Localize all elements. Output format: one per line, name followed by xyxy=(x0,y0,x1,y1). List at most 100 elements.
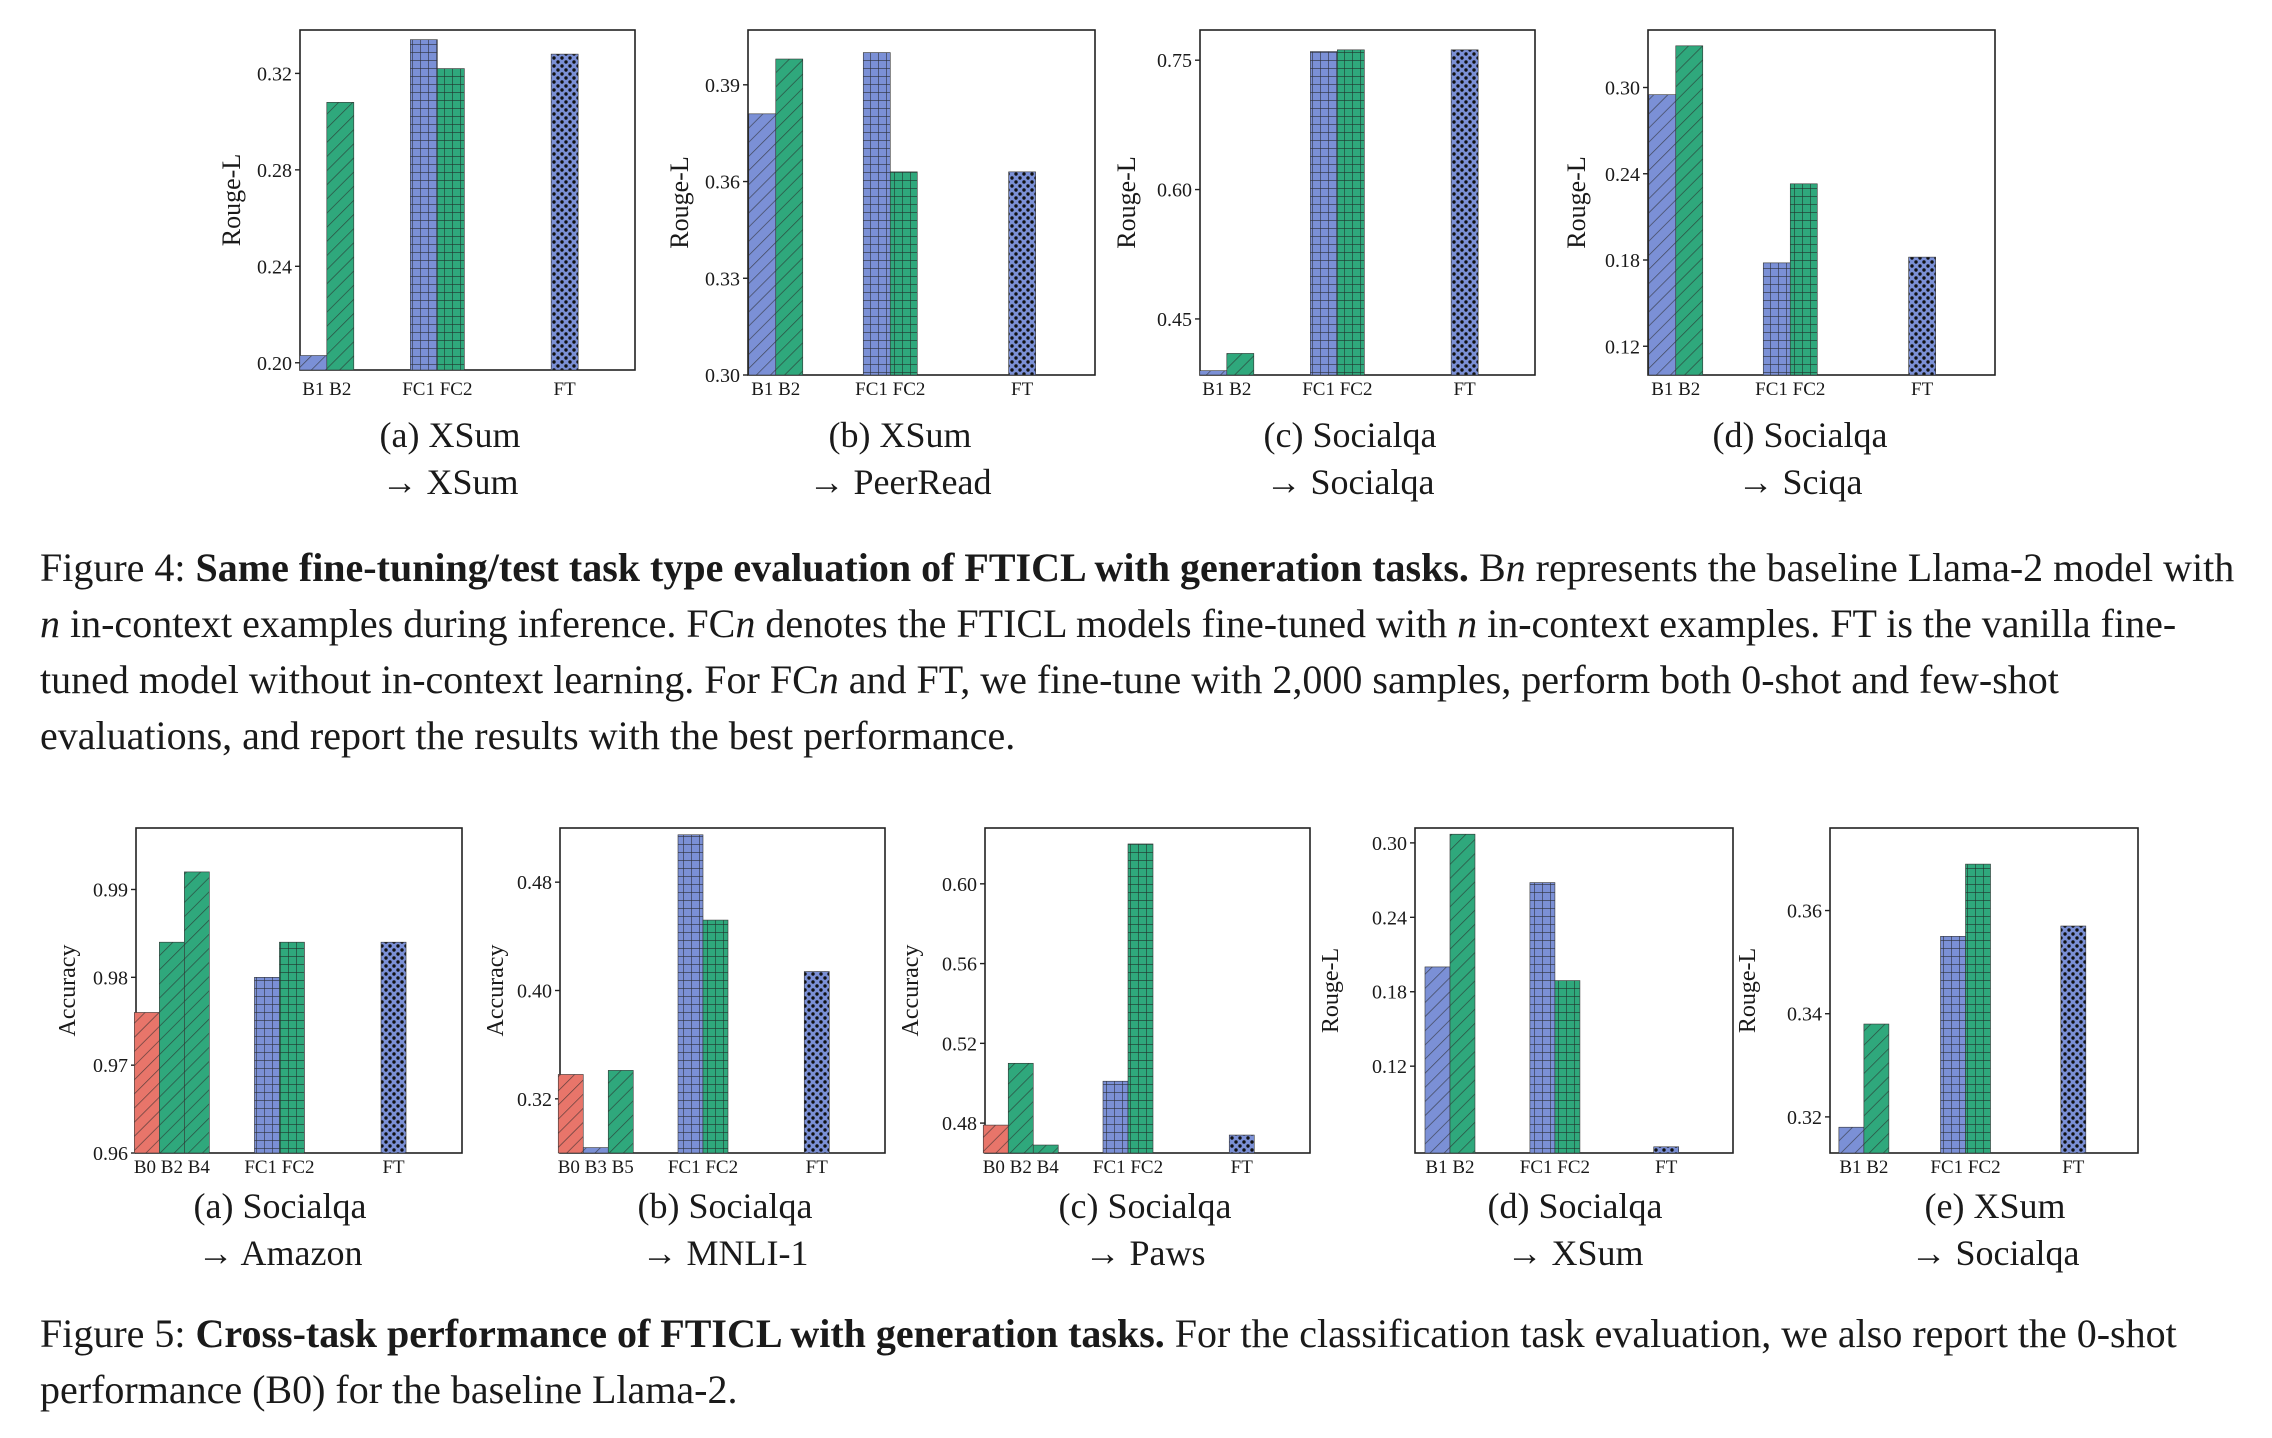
x-tick-label: FT xyxy=(806,1157,829,1178)
y-tick-label: 0.32 xyxy=(517,1089,552,1111)
y-tick-label: 0.96 xyxy=(93,1143,128,1165)
y-axis-label: Rouge-L xyxy=(665,156,694,248)
subcaption-line-1: (d) Socialqa xyxy=(1487,1186,1663,1226)
plot-frame xyxy=(299,29,636,371)
x-tick-label: FT xyxy=(2062,1157,2085,1178)
subcaption-line-1: (c) Socialqa xyxy=(1263,415,1437,455)
y-axis-label: Rouge-L xyxy=(1318,948,1344,1033)
y-tick-label: 0.24 xyxy=(1372,907,1407,929)
x-tick-label: FC1 FC2 xyxy=(244,1157,314,1178)
caption-text: For the classification task evaluation, … xyxy=(40,1311,2177,1412)
caption-label: Figure 5: xyxy=(40,1311,186,1356)
bar-FC1 xyxy=(1529,882,1556,1154)
bar-FC2 xyxy=(702,919,729,1154)
bar-FC1 xyxy=(410,39,438,371)
subcaption-fig4-c: (c) Socialqa → Socialqa xyxy=(1210,412,1490,506)
bar-FT xyxy=(1908,256,1936,376)
x-tick-label: B1 B2 xyxy=(751,379,800,400)
y-tick-label: 0.99 xyxy=(93,879,128,901)
bar-B2 xyxy=(1226,353,1255,376)
figure-4-caption: Figure 4: Same fine-tuning/test task typ… xyxy=(40,540,2240,764)
y-tick-label: 0.36 xyxy=(1787,901,1822,923)
subcaption-line-1: (b) Socialqa xyxy=(637,1186,813,1226)
bar-B4 xyxy=(1032,1144,1059,1154)
chart-fig5-b: 0.32 0.40 0.48 Accuracy B0 B3 B5 FC1 FC2 FT xyxy=(483,827,886,1178)
x-tick-label: B1 B2 xyxy=(1425,1157,1474,1178)
bar-FC1 xyxy=(862,52,891,376)
x-tick-label: B0 B3 B5 xyxy=(558,1157,634,1178)
bar-B0 xyxy=(982,1124,1009,1154)
subcaption-fig4-b: (b) XSum → PeerRead xyxy=(770,412,1030,506)
x-tick-label: B1 B2 xyxy=(1651,379,1700,400)
x-tick-label: B1 B2 xyxy=(1839,1157,1888,1178)
y-tick-label: 0.60 xyxy=(1157,180,1192,202)
bar-B0 xyxy=(134,1012,160,1154)
bar-B2 xyxy=(1863,1023,1890,1154)
y-tick-label: 0.32 xyxy=(257,63,292,85)
x-tick-label: FC1 FC2 xyxy=(1930,1157,2000,1178)
y-tick-label: 0.36 xyxy=(705,172,740,194)
chart-fig4-b: 0.30 0.33 0.36 0.39 Rouge-L B1 B2 FC1 FC2 FT xyxy=(665,29,1096,400)
figure-5-caption: Figure 5: Cross-task performance of FTIC… xyxy=(40,1306,2240,1418)
bar-FC1 xyxy=(677,834,704,1154)
chart-fig4-c: 0.45 0.60 0.75 Rouge-L B1 B2 FC1 FC2 FT xyxy=(1112,29,1536,400)
chart-fig4-d: 0.12 0.18 0.24 0.30 Rouge-L B1 B2 FC1 FC2 FT xyxy=(1562,29,1996,400)
y-tick-label: 0.24 xyxy=(1605,164,1640,186)
bar-FC2 xyxy=(1337,49,1365,376)
y-tick-label: 0.12 xyxy=(1605,336,1640,358)
bar-FT xyxy=(1228,1134,1255,1154)
bar-FC2 xyxy=(1965,863,1991,1154)
x-tick-label: B0 B2 B4 xyxy=(983,1157,1060,1178)
subcaption-fig4-a: (a) XSum → XSum xyxy=(330,412,570,506)
bar-B0 xyxy=(557,1074,584,1154)
subcaption-fig5-c: (c) Socialqa → Paws xyxy=(1005,1183,1285,1277)
y-tick-label: 0.48 xyxy=(517,872,552,894)
bar-B2 xyxy=(1449,833,1476,1154)
chart-fig5-a: 0.96 0.97 0.98 0.99 Accuracy B0 B2 B4 FC1 FC2 F… xyxy=(55,827,463,1178)
plot-frame xyxy=(1647,29,1996,376)
y-tick-label: 0.18 xyxy=(1605,250,1640,272)
bar-FT xyxy=(1008,171,1036,376)
y-tick-label: 0.24 xyxy=(257,256,292,278)
y-axis-label: Accuracy xyxy=(483,945,509,1037)
x-tick-label: FC1 FC2 xyxy=(1520,1157,1590,1178)
x-tick-label: FT xyxy=(1011,379,1034,400)
y-tick-label: 0.56 xyxy=(942,954,977,976)
x-tick-label: FT xyxy=(1655,1157,1678,1178)
bar-FT xyxy=(1450,49,1479,376)
subcaption-line-1: (e) XSum xyxy=(1924,1186,2066,1226)
y-tick-label: 0.18 xyxy=(1372,982,1407,1004)
bar-B1 xyxy=(1199,370,1228,376)
x-tick-label: B0 B2 B4 xyxy=(134,1157,211,1178)
y-tick-label: 0.20 xyxy=(257,353,292,375)
bar-B1 xyxy=(1838,1126,1865,1154)
bar-FC1 xyxy=(1310,51,1338,376)
bar-FC2 xyxy=(437,68,465,371)
bar-B4 xyxy=(184,871,210,1154)
subcaption-fig4-d: (d) Socialqa → Sciqa xyxy=(1660,412,1940,506)
subcaption-line-2: → Paws xyxy=(1084,1233,1206,1273)
bar-FC1 xyxy=(254,977,280,1154)
y-tick-label: 0.30 xyxy=(1372,833,1407,855)
chart-fig5-d: 0.12 0.18 0.24 0.30 Rouge-L B1 B2 FC1 FC2 FT xyxy=(1318,827,1734,1178)
x-tick-label: FT xyxy=(554,379,577,400)
subcaption-fig5-d: (d) Socialqa → XSum xyxy=(1435,1183,1715,1277)
subcaption-line-2: → Amazon xyxy=(197,1233,363,1273)
y-tick-label: 0.30 xyxy=(705,365,740,387)
subcaption-line-1: (b) XSum xyxy=(828,415,972,455)
y-tick-label: 0.52 xyxy=(942,1033,977,1055)
bar-B2 xyxy=(775,58,804,376)
x-tick-label: FC1 FC2 xyxy=(402,379,472,400)
caption-bold: Cross-task performance of FTICL with gen… xyxy=(195,1311,1165,1356)
bar-FC1 xyxy=(1102,1080,1129,1154)
subcaption-line-1: (a) Socialqa xyxy=(193,1186,367,1226)
bar-FT xyxy=(550,53,579,371)
chart-fig4-a: 0.20 0.24 0.28 0.32 Rouge-L B1 B2 FC1 FC2 FT xyxy=(217,29,636,400)
bar-B1 xyxy=(299,355,328,371)
subcaption-line-1: (c) Socialqa xyxy=(1058,1186,1232,1226)
y-tick-label: 0.75 xyxy=(1157,50,1192,72)
bar-FT xyxy=(803,971,830,1154)
bar-B2 xyxy=(326,102,355,371)
y-tick-label: 0.28 xyxy=(257,160,292,182)
chart-fig5-c: 0.48 0.52 0.56 0.60 Accuracy B0 B2 B4 FC1 FC2 F… xyxy=(898,827,1311,1178)
